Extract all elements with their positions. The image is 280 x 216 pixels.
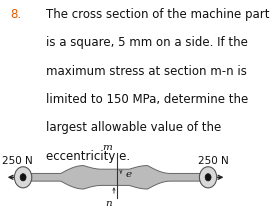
Ellipse shape (199, 167, 217, 188)
Text: n: n (105, 199, 112, 208)
Polygon shape (31, 166, 200, 189)
Text: maximum stress at section m-n is: maximum stress at section m-n is (46, 65, 247, 78)
Ellipse shape (14, 167, 32, 188)
Text: 250 N: 250 N (198, 156, 229, 166)
Ellipse shape (205, 174, 211, 181)
Text: m: m (102, 143, 112, 152)
Text: is a square, 5 mm on a side. If the: is a square, 5 mm on a side. If the (46, 36, 248, 49)
Text: eccentricity e.: eccentricity e. (46, 149, 130, 163)
Text: The cross section of the machine part: The cross section of the machine part (46, 8, 269, 21)
Text: e: e (125, 170, 132, 179)
Text: limited to 150 MPa, determine the: limited to 150 MPa, determine the (46, 93, 248, 106)
Text: largest allowable value of the: largest allowable value of the (46, 121, 221, 134)
Text: 8.: 8. (11, 8, 22, 21)
Text: 250 N: 250 N (3, 156, 33, 166)
Ellipse shape (20, 174, 26, 181)
